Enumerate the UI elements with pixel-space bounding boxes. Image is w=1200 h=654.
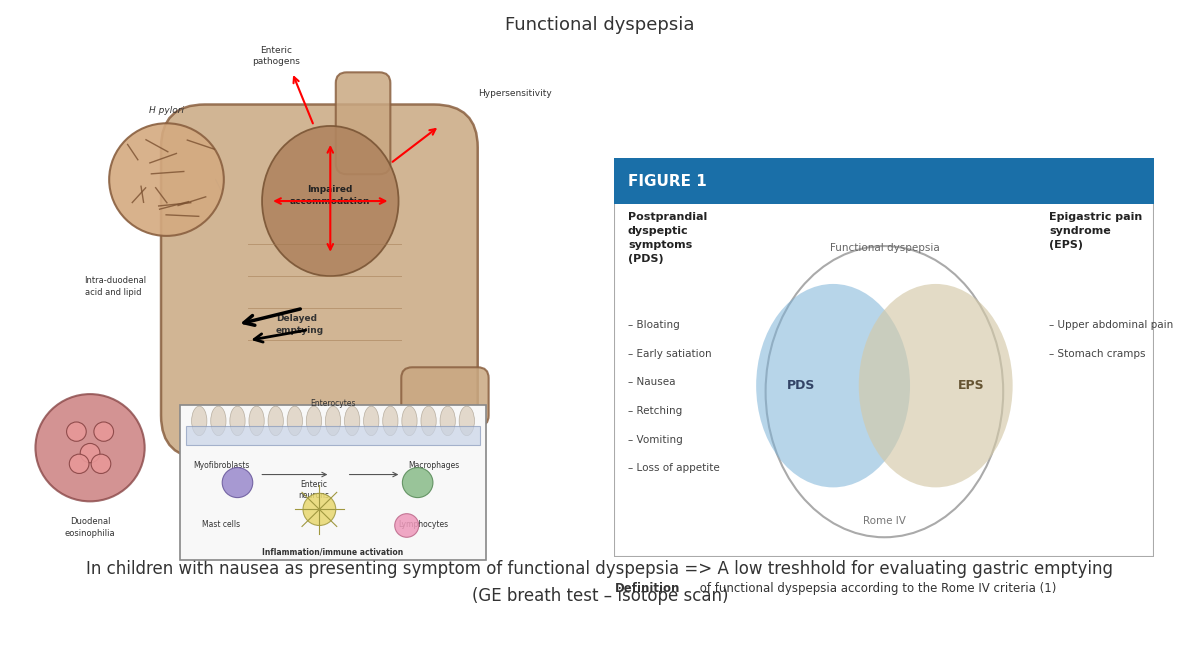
Ellipse shape (383, 406, 398, 436)
Text: – Upper abdominal pain: – Upper abdominal pain (1049, 320, 1174, 330)
Ellipse shape (344, 406, 360, 436)
Ellipse shape (460, 406, 474, 436)
Ellipse shape (248, 406, 264, 436)
FancyBboxPatch shape (161, 105, 478, 458)
FancyBboxPatch shape (336, 73, 390, 174)
Ellipse shape (364, 406, 379, 436)
Text: Functional dyspepsia: Functional dyspepsia (829, 243, 940, 253)
Text: Rome IV: Rome IV (863, 516, 906, 526)
Text: Inflammation/immune activation: Inflammation/immune activation (263, 547, 403, 556)
FancyBboxPatch shape (614, 158, 1154, 557)
Text: Enterocytes: Enterocytes (311, 398, 355, 407)
Circle shape (94, 422, 114, 441)
Circle shape (222, 468, 253, 498)
Text: – Bloating: – Bloating (628, 320, 679, 330)
Text: FIGURE 1: FIGURE 1 (628, 174, 707, 189)
Circle shape (80, 443, 100, 463)
Text: Duodenal
eosinophilia: Duodenal eosinophilia (65, 517, 115, 538)
Circle shape (70, 454, 89, 473)
Text: Postprandial
dyspeptic
symptoms
(PDS): Postprandial dyspeptic symptoms (PDS) (628, 212, 707, 264)
Circle shape (109, 123, 224, 236)
Text: Functional dyspepsia: Functional dyspepsia (505, 16, 695, 34)
Circle shape (402, 468, 433, 498)
Text: Impaired
accommodation: Impaired accommodation (290, 185, 371, 206)
FancyBboxPatch shape (614, 158, 1154, 204)
Ellipse shape (421, 406, 437, 436)
Text: – Early satiation: – Early satiation (628, 349, 712, 358)
Text: Enteric
pathogens: Enteric pathogens (252, 46, 300, 66)
Circle shape (91, 454, 110, 473)
Text: of functional dyspepsia according to the Rome IV criteria (1): of functional dyspepsia according to the… (696, 582, 1056, 595)
Ellipse shape (268, 406, 283, 436)
Text: Hypersensitivity: Hypersensitivity (478, 90, 552, 98)
Text: Epigastric pain
syndrome
(EPS): Epigastric pain syndrome (EPS) (1049, 212, 1142, 250)
Text: Mast cells: Mast cells (202, 520, 240, 529)
Text: – Stomach cramps: – Stomach cramps (1049, 349, 1146, 358)
FancyBboxPatch shape (186, 426, 480, 445)
FancyBboxPatch shape (401, 368, 488, 426)
Ellipse shape (287, 406, 302, 436)
Text: EPS: EPS (958, 379, 984, 392)
Text: – Nausea: – Nausea (628, 377, 676, 387)
Ellipse shape (262, 126, 398, 276)
Text: Definition: Definition (614, 582, 679, 595)
Text: (GE breath test – isotope scan): (GE breath test – isotope scan) (472, 587, 728, 605)
Ellipse shape (402, 406, 418, 436)
Ellipse shape (859, 284, 1013, 487)
Text: Myofibroblasts: Myofibroblasts (193, 461, 250, 470)
Ellipse shape (211, 406, 226, 436)
Ellipse shape (192, 406, 206, 436)
Text: Delayed
emptying: Delayed emptying (276, 314, 324, 335)
Circle shape (395, 513, 419, 538)
Text: PDS: PDS (786, 379, 815, 392)
Text: Intra-duodenal
acid and lipid: Intra-duodenal acid and lipid (84, 277, 146, 298)
Circle shape (66, 422, 86, 441)
Ellipse shape (325, 406, 341, 436)
Text: Macrophages: Macrophages (408, 461, 460, 470)
Text: – Loss of appetite: – Loss of appetite (628, 464, 720, 473)
Ellipse shape (756, 284, 910, 487)
Ellipse shape (440, 406, 455, 436)
Ellipse shape (230, 406, 245, 436)
Text: Enteric
neurons: Enteric neurons (299, 480, 330, 500)
Text: In children with nausea as presenting symptom of functional dyspepsia => A low t: In children with nausea as presenting sy… (86, 560, 1114, 578)
Text: Lymphocytes: Lymphocytes (398, 520, 448, 529)
Circle shape (302, 493, 336, 526)
Text: H pylori: H pylori (149, 106, 184, 115)
Ellipse shape (306, 406, 322, 436)
Text: – Vomiting: – Vomiting (628, 435, 683, 445)
Circle shape (36, 394, 145, 502)
FancyBboxPatch shape (180, 405, 486, 560)
Text: – Retching: – Retching (628, 406, 682, 416)
